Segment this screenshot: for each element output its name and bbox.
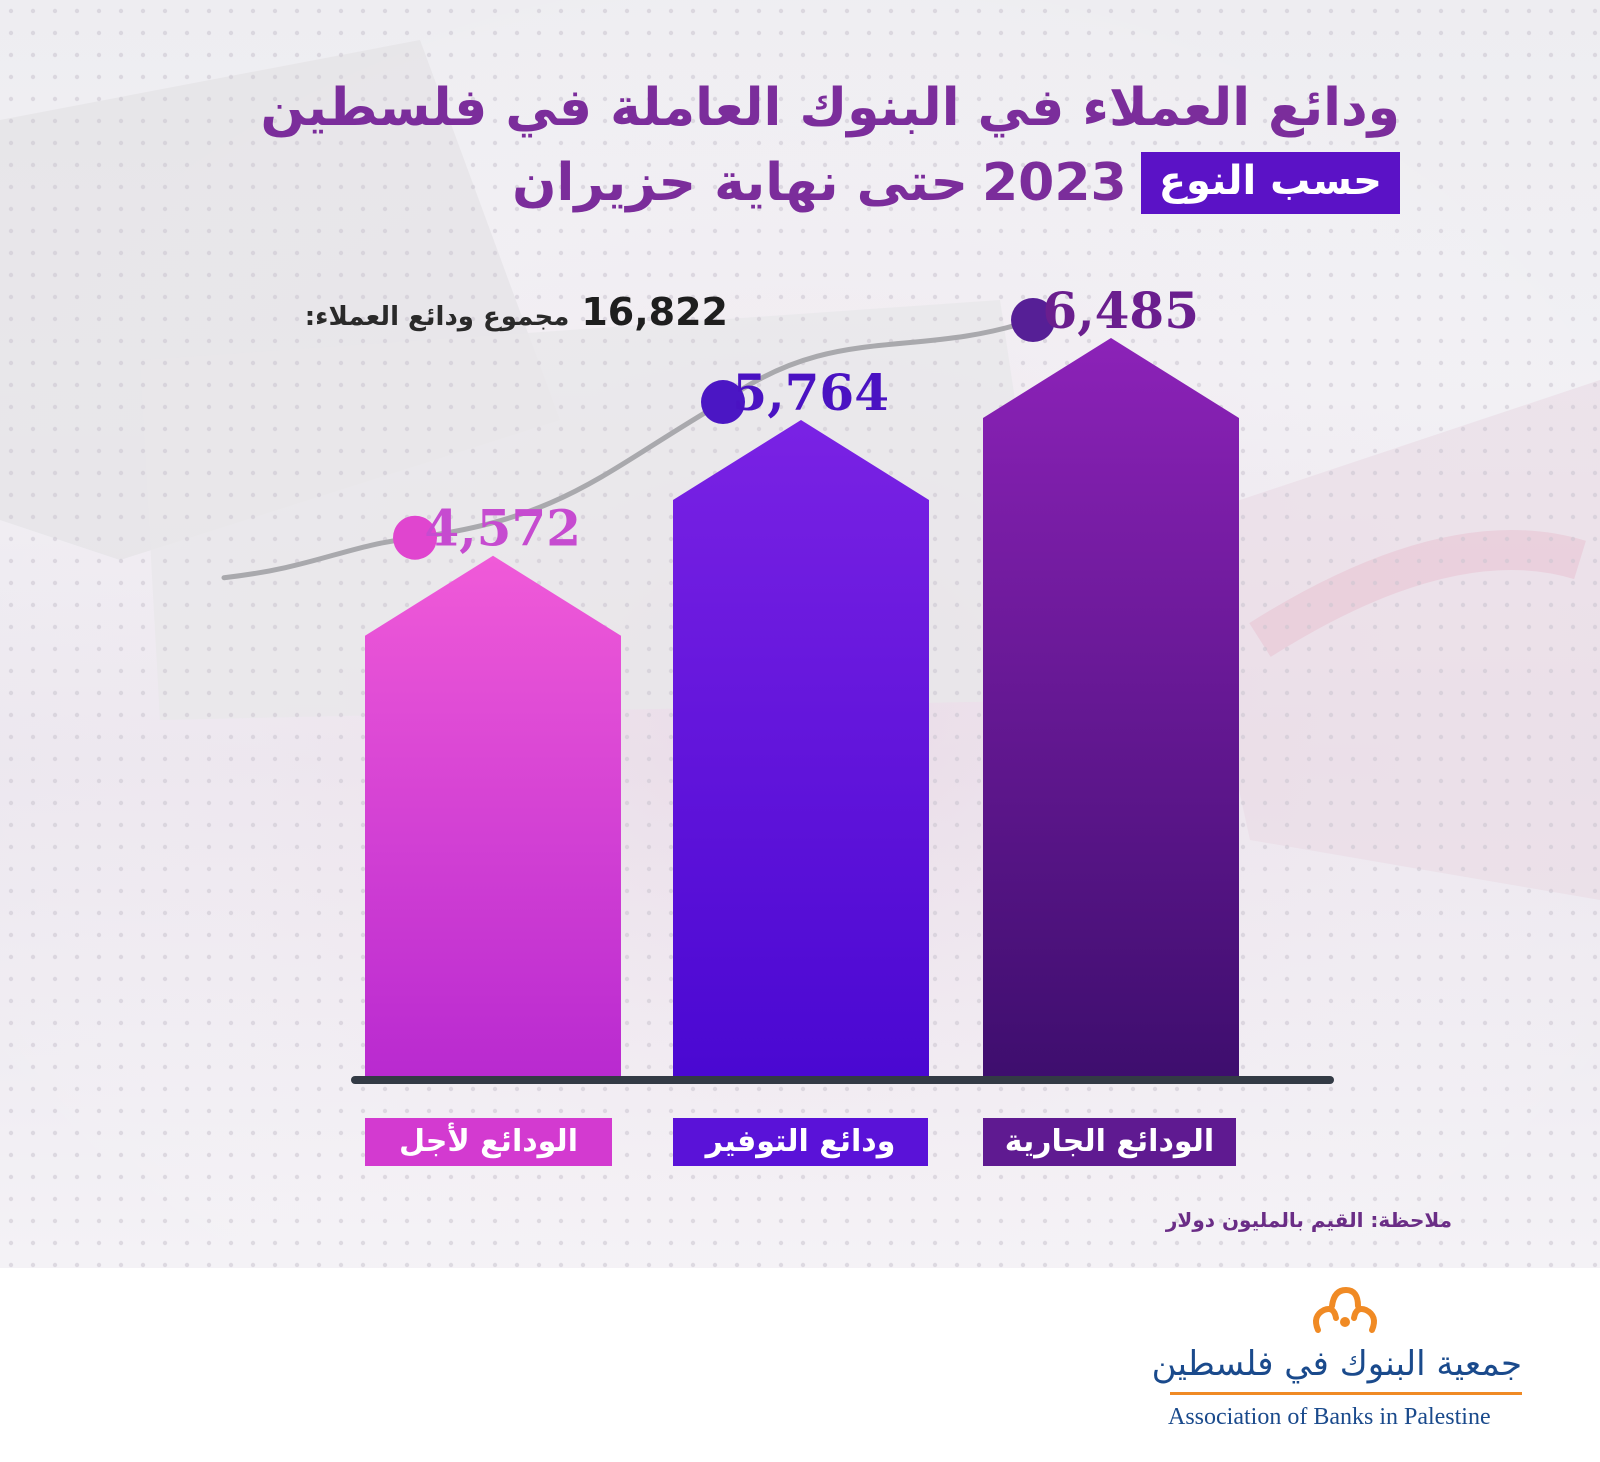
value-label: 6,485 [1042, 281, 1199, 340]
category-label-current-deposits: الودائع الجارية [983, 1118, 1236, 1166]
bar-savings-deposits [673, 420, 929, 1076]
infographic: ودائع العملاء في البنوك العاملة في فلسطي… [0, 0, 1600, 1268]
logo-english-name: Association of Banks in Palestine [1168, 1404, 1491, 1431]
logo-mark-icon [1310, 1286, 1380, 1338]
category-label-savings-deposits: ودائع التوفير [673, 1118, 928, 1166]
category-label-time-deposits: الودائع لأجل [365, 1118, 612, 1166]
unit-note: ملاحظة: القيم بالمليون دولار [1166, 1208, 1452, 1232]
logo-divider [1170, 1392, 1522, 1395]
bars [365, 338, 1239, 1076]
logo-arabic-name: جمعية البنوك في فلسطين [1152, 1344, 1522, 1384]
value-label: 5,764 [732, 363, 889, 422]
bar-current-deposits [983, 338, 1239, 1076]
bar-time-deposits [365, 556, 621, 1076]
value-label: 4,572 [424, 499, 581, 558]
association-logo: جمعية البنوك في فلسطين Association of Ba… [1120, 1278, 1560, 1448]
bar-chart: 4,572 5,764 6,485 [0, 0, 1600, 1268]
